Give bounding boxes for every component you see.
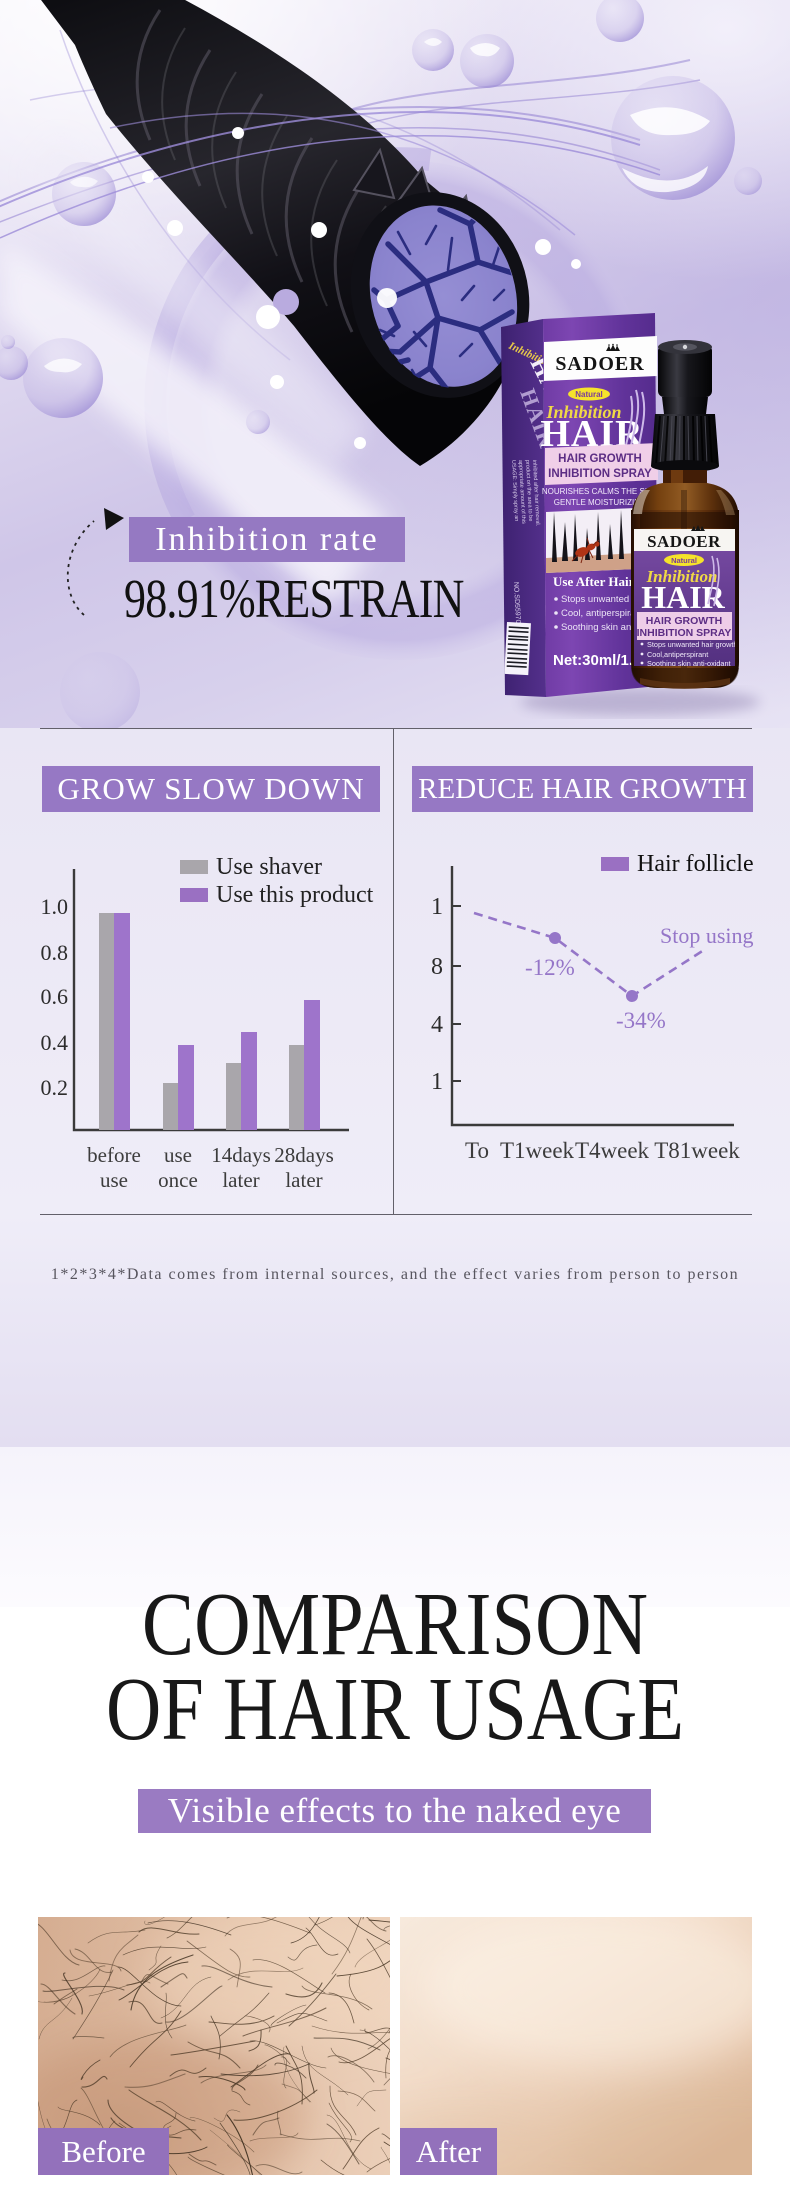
svg-text:14days: 14days (211, 1143, 271, 1167)
svg-text:Natural: Natural (671, 556, 697, 565)
svg-text:-34%: -34% (616, 1008, 666, 1033)
svg-text:Cool,antiperspirant: Cool,antiperspirant (647, 650, 708, 659)
svg-text:-12%: -12% (525, 955, 575, 980)
svg-text:before: before (87, 1143, 141, 1167)
svg-text:1: 1 (431, 894, 443, 920)
svg-text:once: once (158, 1168, 198, 1192)
svg-text:Cool, antiperspirant: Cool, antiperspirant (561, 608, 644, 619)
svg-text:Stops unwanted hair growth: Stops unwanted hair growth (647, 640, 737, 649)
svg-text:0.2: 0.2 (41, 1075, 69, 1100)
svg-text:Use this product: Use this product (216, 882, 374, 908)
svg-text:HAIR GROWTH: HAIR GROWTH (646, 615, 722, 627)
svg-text:inhibited after hair removal.: inhibited after hair removal. (531, 460, 540, 527)
svg-text:1.0: 1.0 (41, 894, 69, 919)
svg-text:Inhibition: Inhibition (545, 402, 621, 422)
svg-text:GENTLE MOISTURIZING: GENTLE MOISTURIZING (554, 498, 646, 507)
svg-text:Use shaver: Use shaver (216, 854, 322, 880)
svg-text:INHIBITION SPRAY: INHIBITION SPRAY (548, 468, 652, 480)
svg-text:SADOER: SADOER (555, 353, 644, 375)
svg-text:Natural: Natural (575, 390, 603, 399)
svg-text:0.8: 0.8 (41, 940, 69, 965)
svg-text:NO.SD55970: NO.SD55970 (512, 582, 521, 624)
svg-text:Soothing skin anti-oxidant: Soothing skin anti-oxidant (561, 622, 670, 633)
svg-text:0.4: 0.4 (41, 1030, 69, 1055)
svg-text:8: 8 (431, 954, 443, 980)
svg-text:SADOER: SADOER (647, 532, 721, 551)
svg-text:later: later (222, 1168, 259, 1192)
svg-text:use: use (100, 1168, 128, 1192)
svg-text:T1week: T1week (500, 1138, 575, 1163)
svg-text:Stop using: Stop using (660, 923, 754, 948)
svg-text:product on the area to be: product on the area to be (524, 460, 533, 522)
svg-text:later: later (285, 1168, 322, 1192)
svg-text:NOURISHES CALMS THE SKIN: NOURISHES CALMS THE SKIN (542, 487, 659, 496)
svg-text:USAGE: Simply spray an: USAGE: Simply spray an (510, 460, 519, 522)
svg-text:T4week: T4week (575, 1138, 650, 1163)
svg-text:To: To (465, 1138, 489, 1163)
svg-text:0.6: 0.6 (41, 984, 69, 1009)
svg-text:1: 1 (431, 1069, 443, 1095)
svg-text:Inhibition: Inhibition (646, 567, 718, 586)
svg-text:Hair follicle: Hair follicle (637, 851, 754, 877)
svg-text:T81week: T81week (654, 1138, 740, 1163)
svg-text:appropriate amount of this: appropriate amount of this (517, 460, 526, 524)
svg-text:use: use (164, 1143, 192, 1167)
svg-text:4: 4 (431, 1012, 443, 1038)
svg-text:Stops unwanted hair growth: Stops unwanted hair growth (561, 594, 679, 605)
svg-text:HAIR GROWTH: HAIR GROWTH (558, 453, 642, 465)
svg-text:INHIBITION SPRAY: INHIBITION SPRAY (637, 627, 732, 639)
svg-text:28days: 28days (274, 1143, 334, 1167)
svg-text:Soothing skin anti-oxidant: Soothing skin anti-oxidant (647, 659, 731, 668)
